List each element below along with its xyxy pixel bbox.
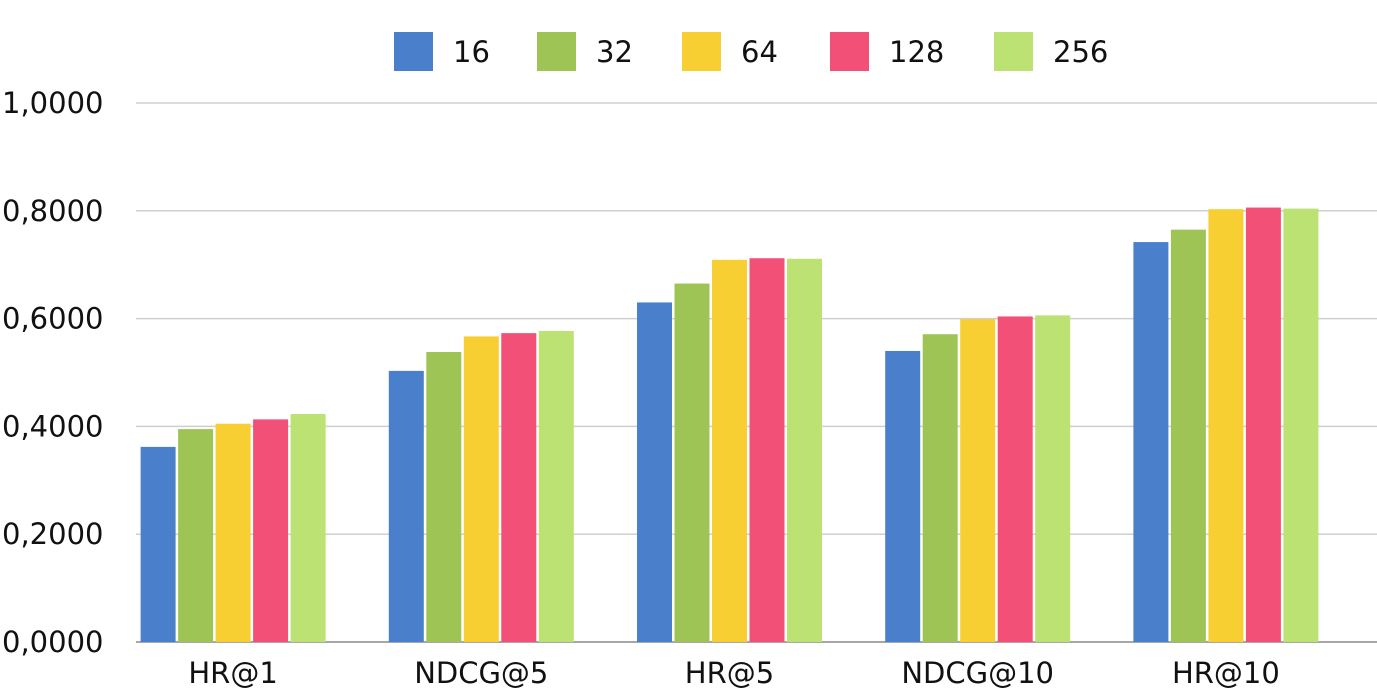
legend-swatch-256 [994, 32, 1033, 71]
legend-label: 16 [453, 35, 490, 69]
y-tick-label: 0,6000 [2, 302, 103, 336]
bar-HR@5-16 [637, 302, 672, 642]
y-tick-label: 1,0000 [2, 86, 103, 120]
legend-swatch-128 [830, 32, 869, 71]
x-tick-label: HR@1 [188, 656, 277, 690]
bar-HR@5-256 [787, 258, 822, 642]
legend-label: 256 [1053, 35, 1108, 69]
legend: 16 32 64 128 256 [394, 32, 1108, 71]
bar-NDCG@10-256 [1035, 315, 1071, 642]
bar-HR@5-64 [712, 259, 747, 642]
legend-swatch-64 [682, 32, 721, 71]
bar-HR@1-256 [290, 414, 326, 642]
x-tick-label: HR@5 [685, 656, 774, 690]
bar-HR@1-128 [253, 419, 289, 642]
bar-NDCG@5-16 [388, 370, 424, 642]
y-axis: 0,0000 0,2000 0,4000 0,6000 0,8000 1,0000 [2, 86, 103, 659]
x-tick-label: HR@10 [1172, 656, 1280, 690]
legend-label: 64 [741, 35, 778, 69]
bar-NDCG@5-256 [538, 330, 574, 642]
bar-HR@1-64 [215, 423, 251, 642]
legend-label: 32 [596, 35, 633, 69]
bar-NDCG@5-32 [426, 352, 462, 642]
bar-HR@10-32 [1170, 229, 1206, 643]
bars [140, 207, 1319, 643]
bar-HR@5-128 [749, 258, 785, 642]
bar-HR@10-256 [1283, 208, 1319, 643]
x-axis: HR@1 NDCG@5 HR@5 NDCG@10 HR@10 [188, 656, 1279, 690]
bar-HR@1-32 [178, 429, 214, 642]
bar-NDCG@10-32 [922, 334, 958, 642]
bar-HR@1-16 [140, 446, 176, 642]
bar-HR@10-16 [1133, 242, 1169, 642]
x-tick-label: NDCG@10 [901, 656, 1054, 690]
bar-HR@5-32 [674, 283, 710, 642]
bar-HR@10-128 [1245, 207, 1281, 643]
bar-NDCG@5-64 [463, 336, 499, 642]
bar-NDCG@5-128 [501, 333, 537, 642]
bar-NDCG@10-64 [960, 319, 996, 642]
legend-swatch-32 [537, 32, 576, 71]
bar-NDCG@10-128 [997, 316, 1033, 642]
bar-HR@10-64 [1208, 209, 1244, 643]
y-tick-label: 0,0000 [2, 625, 103, 659]
legend-swatch-16 [394, 32, 433, 71]
y-tick-label: 0,2000 [2, 517, 103, 551]
bar-NDCG@10-16 [885, 350, 921, 642]
y-tick-label: 0,4000 [2, 409, 103, 443]
legend-label: 128 [889, 35, 944, 69]
y-tick-label: 0,8000 [2, 194, 103, 228]
x-tick-label: NDCG@5 [414, 656, 548, 690]
